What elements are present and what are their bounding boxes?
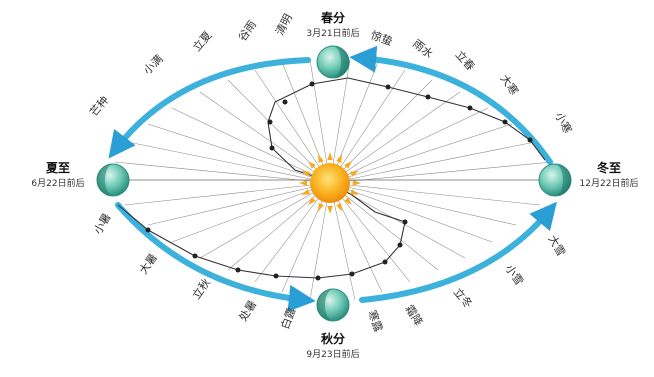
sun-ray-line [329, 107, 489, 184]
term-bailu: 白露 [278, 306, 299, 331]
sun-ray-spike [308, 197, 316, 205]
term-qingming: 清明 [273, 12, 295, 38]
sun-ray-line [329, 182, 411, 283]
sun-ray-line [147, 182, 331, 226]
sun-ray-line [254, 182, 331, 283]
term-chushu: 处暑 [237, 298, 260, 324]
sun-ray-line [114, 161, 331, 184]
sun-ray-spike [327, 205, 333, 214]
term-xiaoxue: 小雪 [503, 262, 526, 287]
sun-ray-spike [336, 154, 342, 163]
sun-ray-spike [352, 180, 361, 186]
sun-ray-spike [327, 152, 333, 161]
earth-summer-icon [96, 163, 130, 197]
sun-ray-line [329, 69, 406, 184]
term-lixia: 立夏 [190, 28, 215, 54]
earth-winter-icon [538, 163, 572, 197]
term-liqiu: 立秋 [189, 276, 213, 302]
term-dahan: 大寒 [498, 72, 522, 98]
sun-icon [299, 152, 361, 214]
sun-ray-line [281, 61, 331, 184]
sun-ray-spike [318, 203, 324, 212]
spring-equinox-name: 春分 [320, 10, 345, 25]
sun-ray-line [171, 182, 331, 243]
winter-solstice-name: 冬至 [597, 160, 621, 175]
sun-ray-line [329, 91, 461, 184]
sun-ray-line [199, 182, 331, 259]
orbit-arrow-summer-to-autumn [115, 202, 316, 312]
spring-equinox-date: 3月21日前后 [306, 27, 359, 39]
sun-ray-line [329, 182, 517, 226]
term-guyu: 谷雨 [236, 18, 259, 43]
term-lidong: 立冬 [451, 285, 476, 311]
sun-ray-spike [308, 161, 316, 169]
sun-ray-line [329, 161, 553, 184]
term-dashu: 大暑 [136, 251, 160, 277]
sun-ray-line [199, 91, 331, 184]
term-xiaoshu: 小暑 [91, 211, 113, 237]
term-daxue: 大雪 [545, 233, 568, 259]
sun-ray-line [124, 182, 331, 206]
sun-ray-spike [336, 203, 342, 212]
summer-solstice-name: 夏至 [46, 161, 70, 175]
orbit-arrow-autumn-to-winter [359, 201, 557, 303]
sun-ray-line [329, 141, 536, 184]
analemma-dots [145, 81, 533, 281]
term-lichun: 立春 [453, 48, 478, 74]
sun-ray-line [227, 79, 331, 184]
sun-ray-spike [344, 197, 352, 205]
sun-ray-line [329, 61, 379, 184]
sun-ray-line [309, 59, 331, 184]
sun-ray-line [171, 107, 331, 184]
term-xiaoman: 小满 [141, 52, 166, 77]
sun-ray-spike [350, 189, 359, 195]
sun-rays-to-orbit [114, 59, 553, 301]
term-jingzhe: 惊蛰 [369, 28, 394, 49]
sun-ray-line [254, 69, 331, 184]
term-xiaohan: 小寒 [552, 110, 575, 136]
term-mangzhong: 芒种 [87, 93, 112, 119]
term-yushui: 雨水 [410, 37, 435, 61]
summer-solstice-date: 6月22日前后 [31, 177, 84, 189]
orbit-arrow-winter-to-spring [349, 45, 553, 165]
sun-ray-spike [301, 171, 310, 177]
sun-ray-spike [350, 171, 359, 177]
term-hanlu: 寒露 [365, 308, 386, 333]
autumn-equinox-name: 秋分 [321, 331, 345, 346]
term-shuangjiang: 霜降 [402, 302, 426, 328]
sun-ray-line [329, 182, 439, 271]
sun-ray-line [329, 182, 541, 206]
sun-ray-line [329, 59, 351, 184]
sun-ray-line [329, 182, 493, 243]
autumn-equinox-date: 9月23日前后 [306, 348, 359, 360]
sun-ray-spike [299, 180, 308, 186]
earth-autumn-icon [316, 288, 350, 322]
sun-ray-line [127, 141, 331, 184]
sun-ray-spike [301, 189, 310, 195]
sun-ray-spike [318, 154, 324, 163]
sun-ray-line [147, 123, 331, 184]
orbit-arrow-spring-to-summer [108, 57, 311, 159]
sun-ray-line [227, 182, 331, 271]
earth-spring-icon [316, 45, 350, 79]
sun-ray-line [329, 79, 433, 184]
sun-ray-line [329, 182, 383, 293]
sun-ray-line [329, 123, 513, 184]
sun-ray-spike [344, 161, 352, 169]
winter-solstice-date: 12月22日前后 [580, 177, 639, 189]
